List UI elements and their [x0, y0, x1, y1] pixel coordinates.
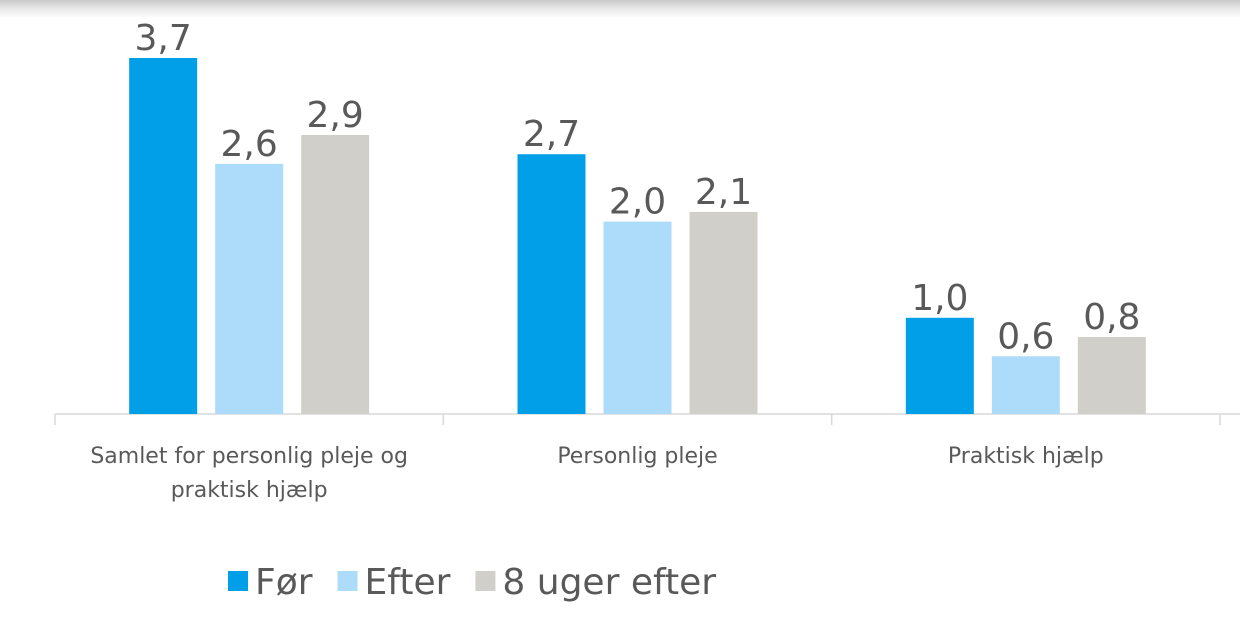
legend: Før Efter 8 uger efter: [228, 562, 716, 603]
legend-label: Efter: [365, 562, 451, 603]
value-label: 2,6: [221, 124, 278, 165]
value-label: 3,7: [135, 18, 192, 59]
x-tick-label: Praktisk hjælp: [947, 444, 1104, 469]
x-tick-label: Personlig pleje: [557, 444, 718, 469]
bar: [905, 317, 974, 414]
value-label: 0,8: [1083, 297, 1140, 338]
legend-label: 8 uger efter: [502, 562, 716, 603]
value-label: 2,1: [695, 172, 752, 213]
value-label: 2,0: [609, 182, 666, 223]
bar: [517, 154, 586, 414]
value-label: 1,0: [911, 278, 968, 319]
bar: [129, 58, 198, 414]
bar: [991, 356, 1060, 414]
bar: [689, 211, 758, 414]
bar: [301, 134, 370, 415]
value-label: 2,7: [523, 114, 580, 155]
x-tick-label: Samlet for personlig pleje og praktisk h…: [90, 444, 408, 503]
legend-swatch: [337, 571, 358, 591]
bar: [1077, 337, 1146, 414]
legend-label: Før: [255, 562, 313, 603]
bar: [215, 163, 284, 414]
bar: [603, 221, 672, 414]
legend-swatch: [228, 571, 248, 591]
value-label: 0,6: [997, 316, 1054, 357]
legend-swatch: [475, 571, 496, 591]
value-label: 2,9: [307, 95, 364, 136]
